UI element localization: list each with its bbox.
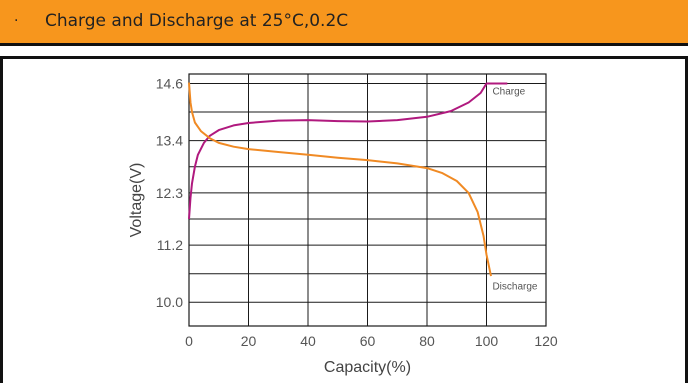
- y-tick-label: 14.6: [156, 76, 183, 92]
- x-tick-label: 20: [241, 333, 257, 349]
- x-axis-label: Capacity(%): [324, 359, 411, 376]
- x-tick-label: 80: [419, 333, 435, 349]
- y-tick-label: 13.4: [156, 133, 183, 149]
- y-axis-label: Voltage(V): [128, 163, 145, 238]
- series-line-discharge: [188, 82, 492, 277]
- y-tick-label: 11.2: [157, 237, 183, 253]
- section-header: · Charge and Discharge at 25°C,0.2C: [0, 0, 688, 46]
- series-line-charge: [188, 82, 508, 220]
- chart-panel: 10.0 11.2 12.3 13.4 14.6 0 20 40 60 80 100 120 Capac…: [0, 56, 688, 383]
- charge-discharge-chart: 10.0 11.2 12.3 13.4 14.6 0 20 40 60 80 100 120 Capac…: [128, 73, 558, 376]
- plot-frame: [188, 73, 547, 327]
- series-label-discharge: Discharge: [492, 282, 537, 293]
- x-tick-label: 0: [185, 333, 193, 349]
- x-tick-label: 120: [534, 333, 558, 349]
- y-tick-label: 10.0: [156, 294, 183, 310]
- x-tick-label: 60: [360, 333, 376, 349]
- section-title: Charge and Discharge at 25°C,0.2C: [45, 11, 349, 31]
- bullet-icon: ·: [14, 13, 19, 29]
- x-tick-label: 100: [475, 333, 499, 349]
- y-tick-label: 12.3: [156, 185, 183, 201]
- x-tick-label: 40: [300, 333, 316, 349]
- series-label-charge: Charge: [492, 87, 525, 98]
